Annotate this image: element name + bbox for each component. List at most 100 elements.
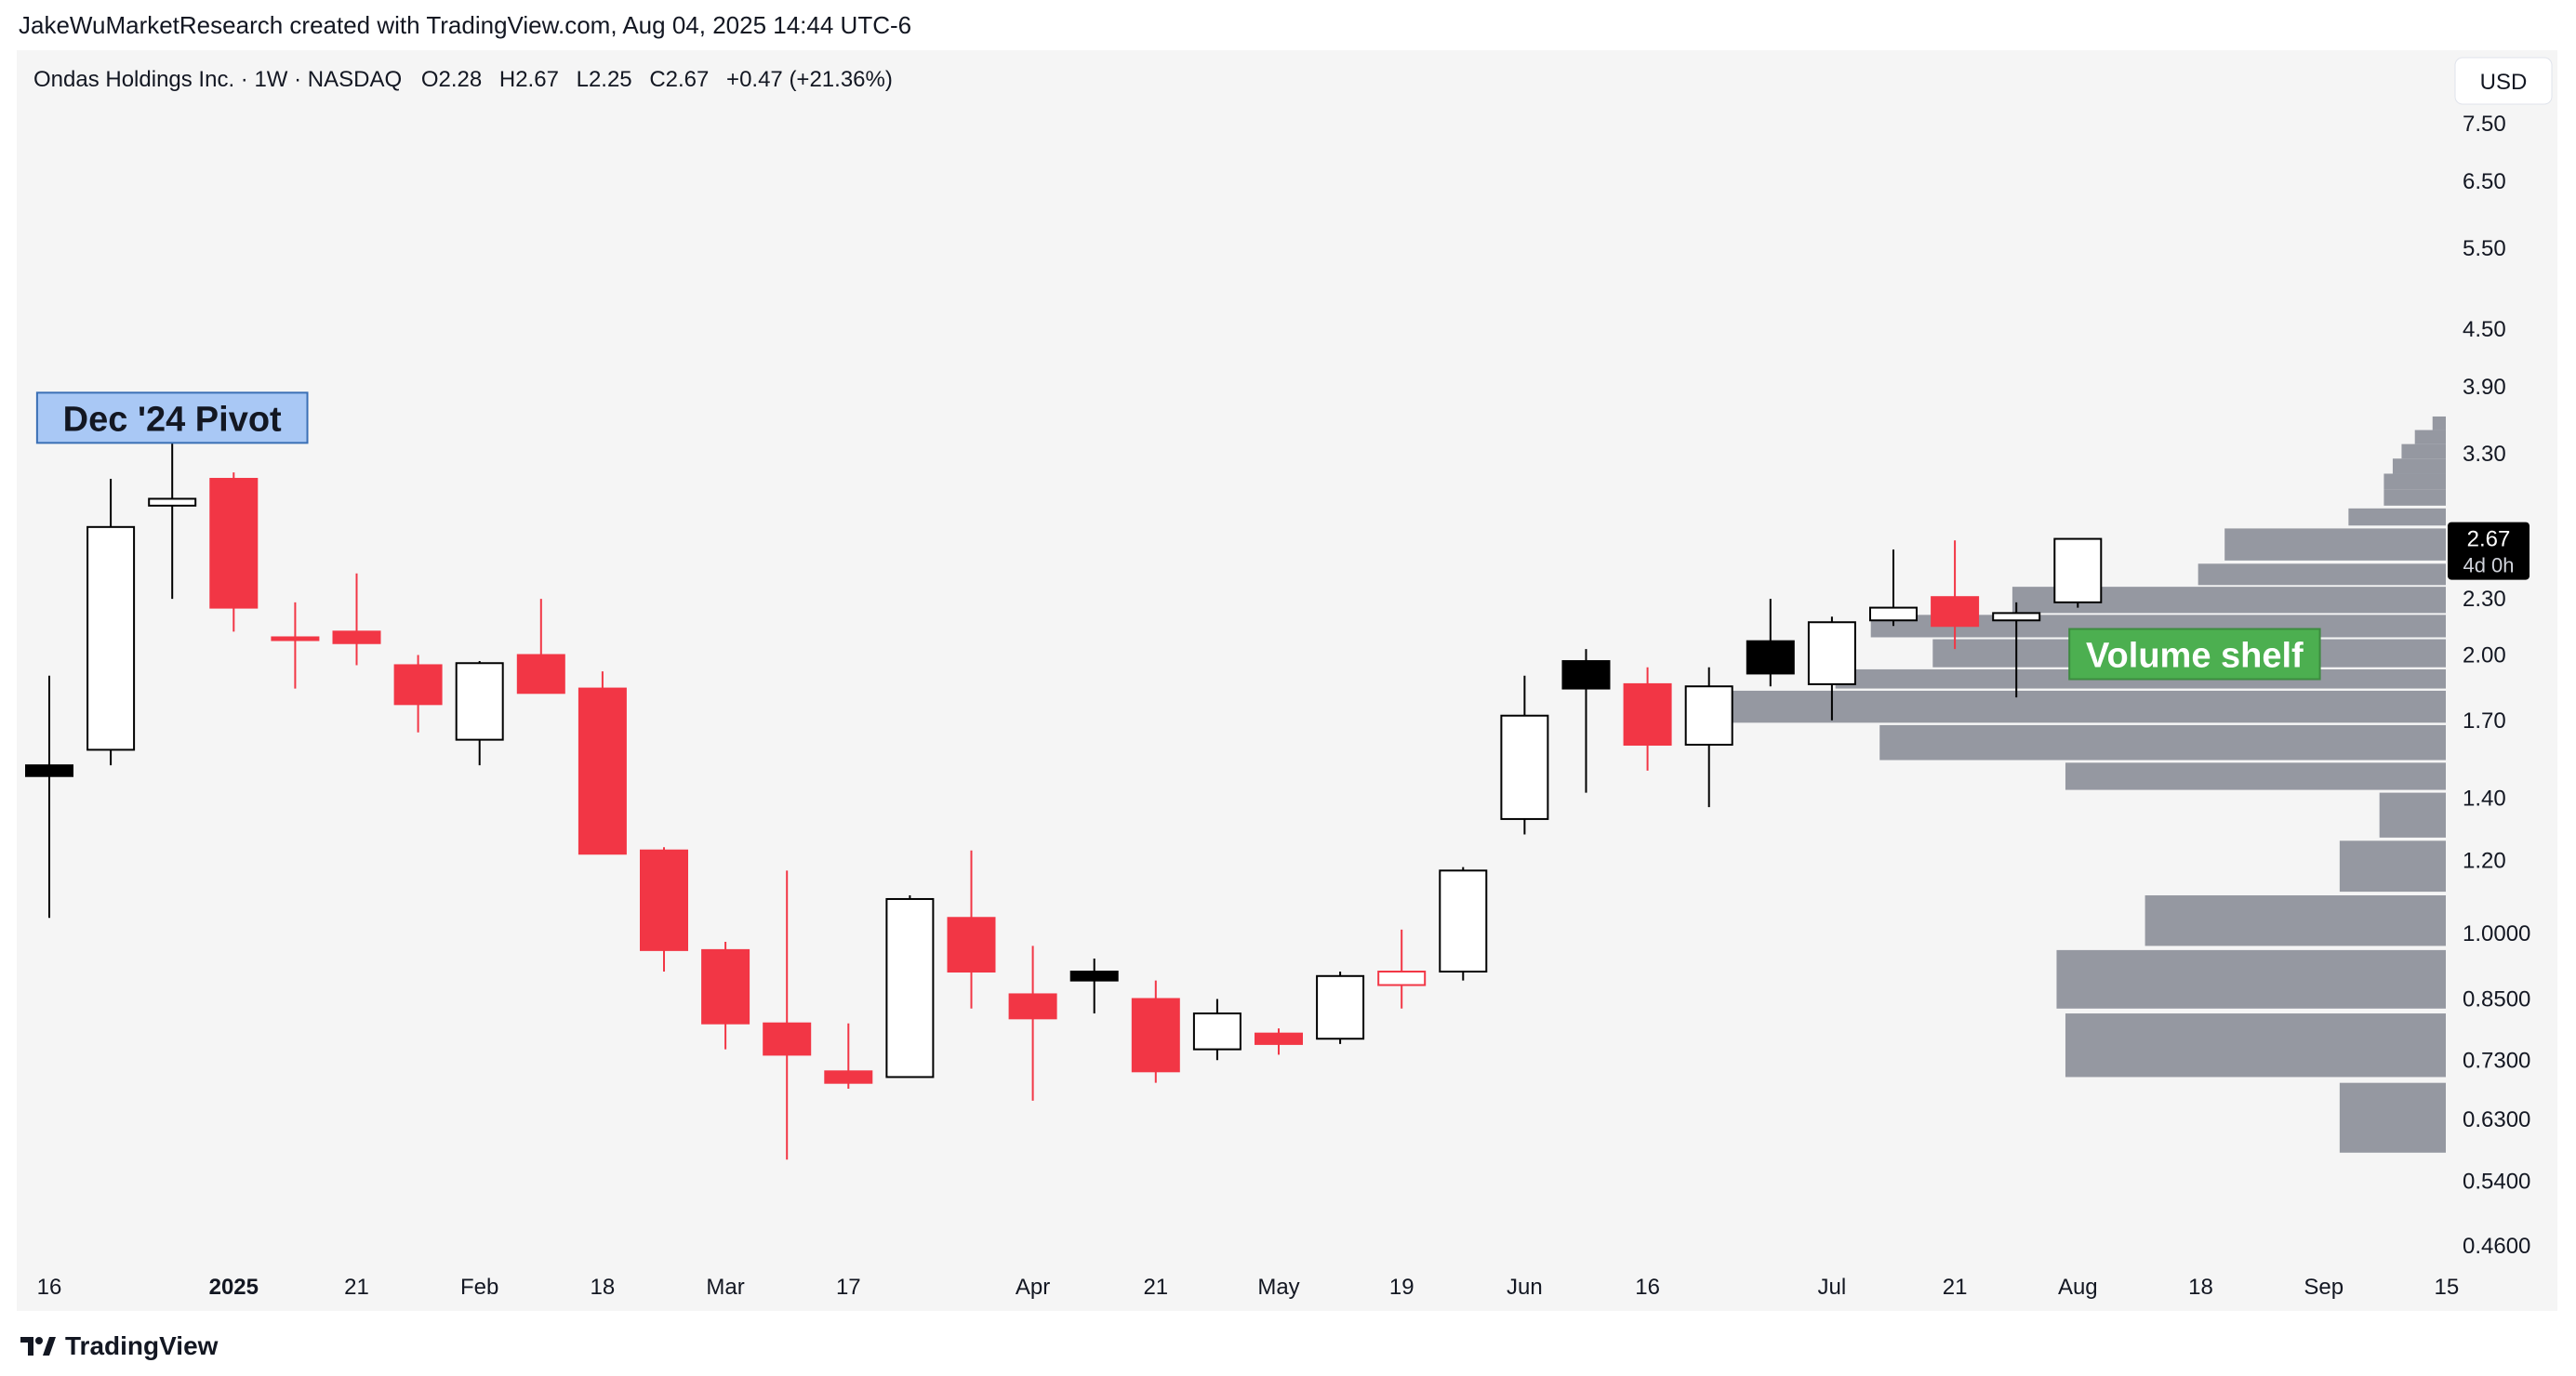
volume-profile-bar <box>2383 473 2446 490</box>
candle[interactable] <box>455 661 504 766</box>
time-tick-label: May <box>1257 1275 1299 1300</box>
candle[interactable] <box>148 442 197 600</box>
candle[interactable] <box>1255 1028 1303 1055</box>
candle-body[interactable] <box>455 662 504 741</box>
candle[interactable] <box>1561 649 1611 793</box>
legend-change: +0.47 (+21.36%) <box>726 67 893 92</box>
candle-body[interactable] <box>1192 1012 1242 1051</box>
price-tag-countdown: 4d 0h <box>2463 554 2514 577</box>
chart-canvas[interactable]: Dec '24 Pivot Volume shelf Ondas Holdings… <box>0 0 2576 1320</box>
candle[interactable] <box>271 602 320 689</box>
price-tick-label: 0.8500 <box>2463 987 2530 1012</box>
candle-body[interactable] <box>885 897 935 1078</box>
volume-profile-bar <box>1879 724 2446 761</box>
candle[interactable] <box>1931 540 1980 650</box>
candle[interactable] <box>1500 675 1549 835</box>
candle-body[interactable] <box>25 764 73 777</box>
candle[interactable] <box>516 599 565 695</box>
candle[interactable] <box>1069 958 1119 1014</box>
candle-body[interactable] <box>1069 971 1119 982</box>
time-tick-label: Aug <box>2058 1275 2098 1300</box>
candle-body[interactable] <box>701 948 750 1025</box>
annotations[interactable]: Dec '24 Pivot Volume shelf <box>35 391 2321 681</box>
candle[interactable] <box>824 1023 873 1089</box>
candle[interactable] <box>1746 599 1795 687</box>
candle-body[interactable] <box>947 917 996 973</box>
time-tick-label: 16 <box>1635 1275 1660 1300</box>
candle[interactable] <box>25 675 73 919</box>
candle-body[interactable] <box>640 849 688 951</box>
candle[interactable] <box>1623 667 1672 771</box>
legend-low: L2.25 <box>577 67 632 92</box>
volume-profile-bar <box>1720 690 2446 723</box>
annotation-label[interactable]: Dec '24 Pivot <box>35 391 309 444</box>
candle-body[interactable] <box>1500 714 1549 820</box>
candle[interactable] <box>2053 537 2103 608</box>
candle-body[interactable] <box>209 478 259 609</box>
price-tag-box <box>2448 522 2530 580</box>
candle-body[interactable] <box>1992 612 2041 622</box>
candle[interactable] <box>332 573 381 666</box>
candle[interactable] <box>763 870 812 1160</box>
time-tick-label: Jul <box>1818 1275 1847 1300</box>
candle-body[interactable] <box>1439 869 1488 973</box>
candle-body[interactable] <box>1008 993 1057 1020</box>
candle-body[interactable] <box>1623 682 1672 747</box>
candle-body[interactable] <box>1377 971 1427 986</box>
candle[interactable] <box>885 895 935 1078</box>
time-tick-label: Feb <box>460 1275 498 1300</box>
candle-body[interactable] <box>2053 537 2103 603</box>
volume-profile-bar <box>2056 949 2446 1009</box>
candle-body[interactable] <box>1746 640 1795 675</box>
candle-body[interactable] <box>1931 596 1980 628</box>
price-tick-label: 1.20 <box>2463 848 2506 873</box>
candle[interactable] <box>86 479 136 766</box>
candle[interactable] <box>1807 616 1856 721</box>
candle-body[interactable] <box>763 1022 812 1056</box>
candle[interactable] <box>1377 929 1427 1009</box>
candle-body[interactable] <box>516 654 565 695</box>
candle[interactable] <box>209 472 259 632</box>
candle[interactable] <box>1869 549 1918 627</box>
attribution-header: JakeWuMarketResearch created with Tradin… <box>19 11 912 39</box>
candle-body[interactable] <box>1316 974 1365 1040</box>
candle[interactable] <box>1992 602 2041 698</box>
candle[interactable] <box>1131 980 1180 1083</box>
candle[interactable] <box>578 671 627 855</box>
candle[interactable] <box>1008 946 1057 1101</box>
volume-profile-bar <box>2392 458 2446 474</box>
candle-body[interactable] <box>1561 660 1611 690</box>
candle[interactable] <box>1316 972 1365 1044</box>
price-tick-label: 3.90 <box>2463 375 2506 400</box>
candle-body[interactable] <box>824 1070 873 1084</box>
candle[interactable] <box>393 655 443 733</box>
candle[interactable] <box>701 941 750 1050</box>
price-axis[interactable]: 7.50 6.50 5.50 4.50 3.90 3.30 2.30 2.00 1.70 1.40… <box>2463 112 2530 1259</box>
candle-body[interactable] <box>1869 606 1918 622</box>
candle[interactable] <box>947 850 996 1009</box>
time-axis[interactable]: 16 2025 21 Feb 18 Mar 17 Apr 21 May 19 Jun 16 Jul 21 Au… <box>37 1275 2460 1300</box>
candlestick-series[interactable] <box>25 442 2103 1160</box>
candle-body[interactable] <box>578 687 627 855</box>
candle-body[interactable] <box>271 636 320 642</box>
annotation-label[interactable]: Volume shelf <box>2068 628 2321 681</box>
price-tick-label: 3.30 <box>2463 442 2506 467</box>
candle-body[interactable] <box>1807 621 1856 685</box>
candle[interactable] <box>1192 999 1242 1061</box>
currency-button[interactable] <box>2454 57 2553 105</box>
candle-body[interactable] <box>86 525 136 751</box>
candle-body[interactable] <box>1684 685 1733 747</box>
candle-body[interactable] <box>148 497 197 507</box>
candle-body[interactable] <box>393 664 443 706</box>
candle[interactable] <box>1439 867 1488 981</box>
price-tick-label: 7.50 <box>2463 112 2506 137</box>
candle-body[interactable] <box>1131 998 1180 1073</box>
legend-symbol: Ondas Holdings Inc. · 1W · NASDAQ <box>33 67 402 92</box>
time-tick-label: 16 <box>37 1275 62 1300</box>
candle[interactable] <box>640 847 688 972</box>
time-tick-label: Jun <box>1507 1275 1543 1300</box>
candle-body[interactable] <box>332 630 381 644</box>
candle-body[interactable] <box>1255 1032 1303 1045</box>
candle[interactable] <box>1684 667 1733 808</box>
